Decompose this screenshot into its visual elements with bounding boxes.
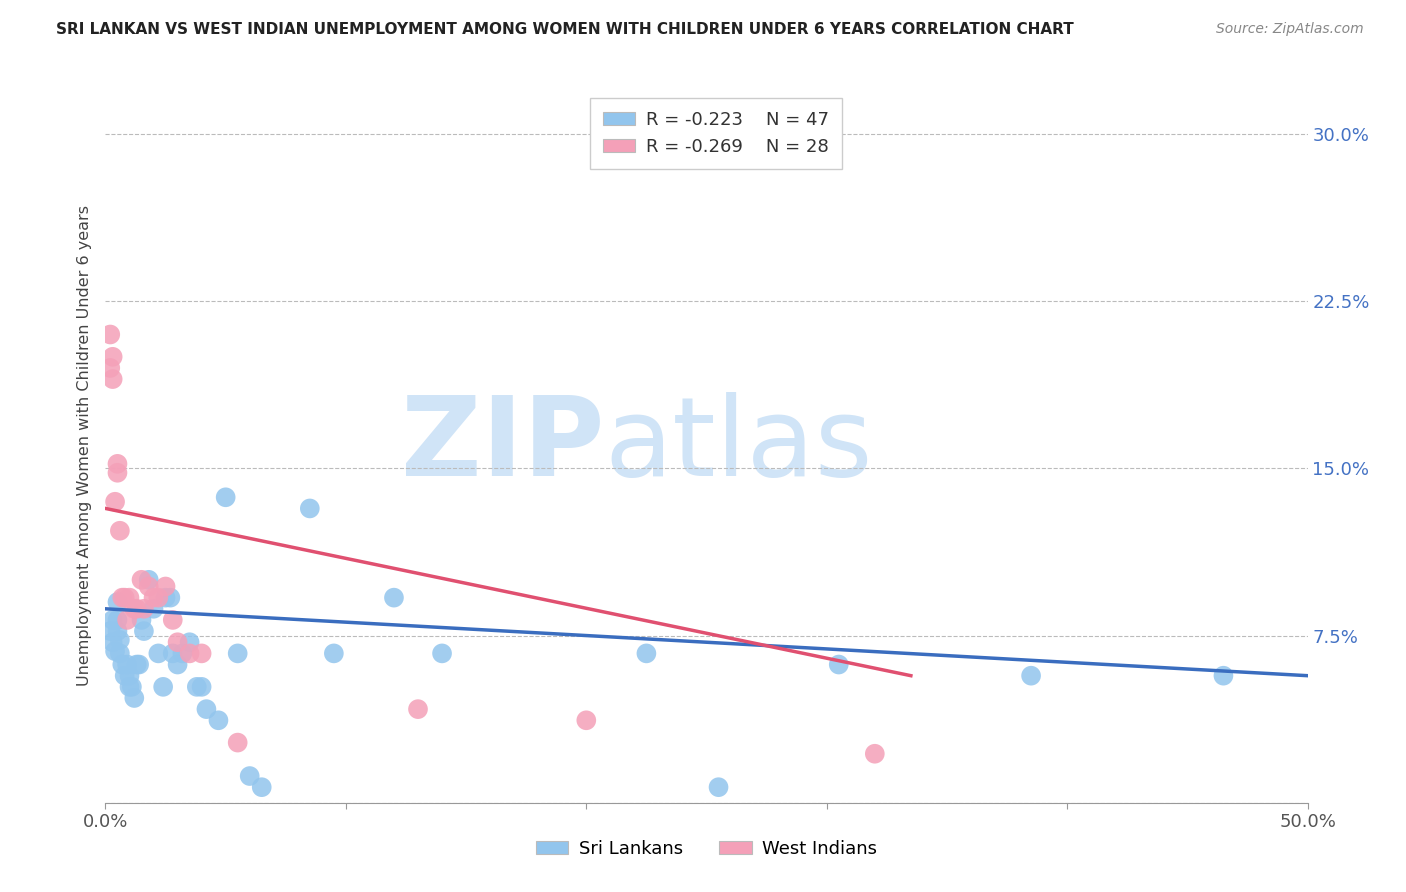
Point — [142, 602, 165, 616]
Point — [148, 646, 170, 660]
Point — [226, 735, 249, 749]
Point — [107, 457, 129, 471]
Point — [125, 657, 148, 672]
Point — [124, 690, 146, 705]
Text: Source: ZipAtlas.com: Source: ZipAtlas.com — [1216, 22, 1364, 37]
Point — [239, 769, 262, 783]
Point — [108, 646, 131, 660]
Point — [142, 591, 165, 605]
Point — [115, 657, 138, 672]
Point — [636, 646, 658, 660]
Point — [115, 613, 138, 627]
Text: ZIP: ZIP — [401, 392, 605, 500]
Point — [190, 646, 212, 660]
Point — [1019, 669, 1042, 683]
Point — [166, 635, 188, 649]
Point — [195, 702, 218, 716]
Point — [1212, 669, 1234, 683]
Text: atlas: atlas — [605, 392, 873, 500]
Point — [107, 613, 129, 627]
Point — [101, 350, 124, 364]
Point — [111, 657, 134, 672]
Point — [179, 635, 201, 649]
Point — [159, 591, 181, 605]
Point — [114, 669, 136, 683]
Text: SRI LANKAN VS WEST INDIAN UNEMPLOYMENT AMONG WOMEN WITH CHILDREN UNDER 6 YEARS C: SRI LANKAN VS WEST INDIAN UNEMPLOYMENT A… — [56, 22, 1074, 37]
Point — [190, 680, 212, 694]
Point — [172, 646, 194, 660]
Point — [111, 591, 134, 605]
Point — [132, 602, 155, 616]
Point — [98, 360, 121, 375]
Point — [152, 680, 174, 694]
Point — [155, 591, 177, 605]
Point — [430, 646, 453, 660]
Point — [125, 602, 148, 616]
Point — [322, 646, 344, 660]
Point — [131, 573, 153, 587]
Point — [104, 644, 127, 658]
Point — [162, 613, 184, 627]
Point — [162, 646, 184, 660]
Point — [108, 633, 131, 648]
Point — [406, 702, 429, 716]
Point — [226, 646, 249, 660]
Point — [575, 714, 598, 728]
Y-axis label: Unemployment Among Women with Children Under 6 years: Unemployment Among Women with Children U… — [76, 205, 91, 687]
Point — [207, 714, 229, 728]
Point — [107, 624, 129, 639]
Point — [124, 602, 146, 616]
Point — [186, 680, 208, 694]
Point — [179, 646, 201, 660]
Point — [138, 573, 160, 587]
Point — [166, 657, 188, 672]
Point — [114, 591, 136, 605]
Point — [107, 466, 129, 480]
Point — [104, 494, 127, 508]
Point — [828, 657, 851, 672]
Point — [382, 591, 405, 605]
Legend: Sri Lankans, West Indians: Sri Lankans, West Indians — [529, 833, 884, 865]
Point — [132, 624, 155, 639]
Point — [108, 524, 131, 538]
Point — [250, 780, 273, 794]
Point — [148, 591, 170, 605]
Point — [101, 372, 124, 386]
Point — [707, 780, 730, 794]
Point — [101, 635, 124, 649]
Point — [155, 580, 177, 594]
Point — [863, 747, 886, 761]
Point — [118, 680, 141, 694]
Point — [107, 595, 129, 609]
Point — [98, 327, 121, 342]
Point — [138, 580, 160, 594]
Point — [121, 680, 143, 694]
Point — [128, 657, 150, 672]
Point — [98, 624, 121, 639]
Point — [118, 669, 141, 683]
Point — [118, 591, 141, 605]
Point — [131, 613, 153, 627]
Point — [101, 613, 124, 627]
Point — [298, 501, 321, 516]
Point — [214, 490, 236, 504]
